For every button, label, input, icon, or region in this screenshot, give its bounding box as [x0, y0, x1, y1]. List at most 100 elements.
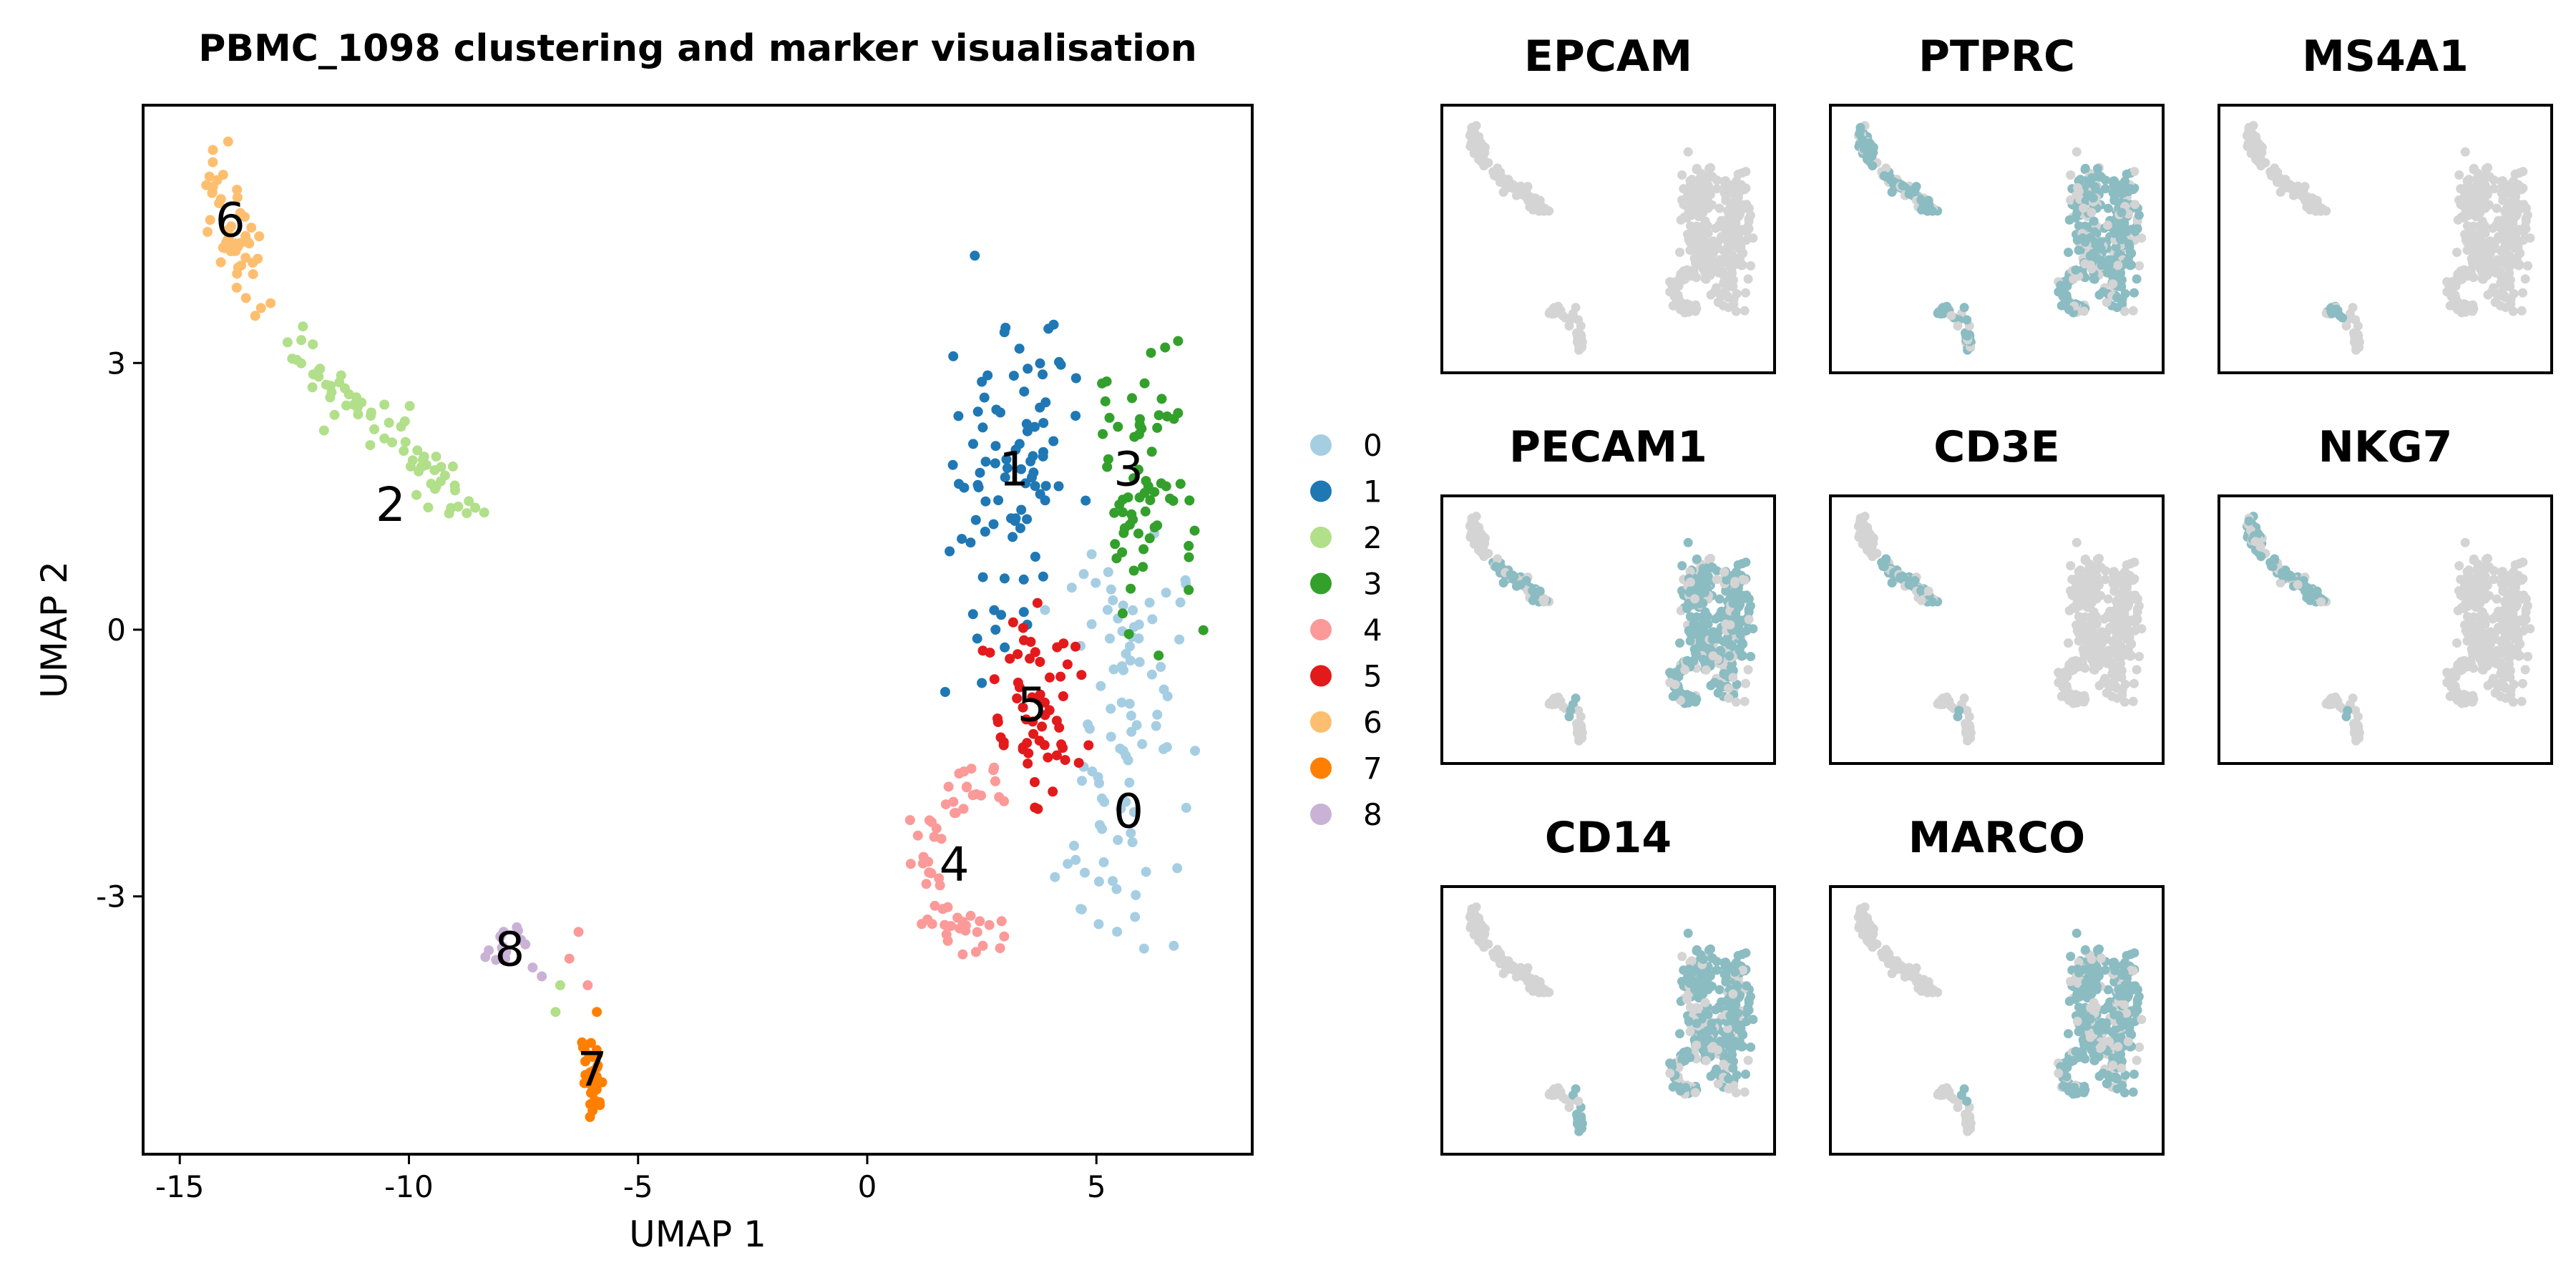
feature-point	[2110, 965, 2120, 975]
cluster-1-point	[1035, 358, 1045, 369]
feature-point	[1498, 578, 1508, 587]
feature-point	[1682, 655, 1692, 665]
feature-point	[2071, 1046, 2081, 1056]
cluster-4-point	[996, 916, 1007, 927]
cluster-5-point	[1051, 750, 1062, 761]
feature-point	[1733, 560, 1743, 570]
feature-point	[1707, 1018, 1717, 1028]
cluster-3-point	[1118, 608, 1128, 619]
feature-point	[2475, 173, 2485, 183]
cluster-2-point	[431, 452, 441, 462]
feature-point	[1698, 173, 1708, 183]
cluster-6-point	[231, 283, 242, 293]
feature-point	[1491, 171, 1501, 181]
feature-point	[1698, 208, 1708, 218]
feature-point	[1898, 572, 1908, 581]
feature-point	[1730, 967, 1740, 977]
cluster-4-point	[950, 808, 960, 819]
feature-point	[2244, 125, 2254, 135]
cluster-0-point	[1125, 641, 1135, 652]
feature-point	[1731, 1088, 1741, 1098]
feature-point	[2119, 1088, 2129, 1098]
feature-point	[1732, 680, 1742, 689]
feature-point	[1677, 170, 1687, 180]
cluster-3-point	[1110, 539, 1121, 550]
feature-point	[2469, 163, 2479, 173]
feature-point	[2059, 1081, 2068, 1091]
feature-point	[1735, 1037, 1745, 1047]
cluster-3-point	[1184, 540, 1194, 551]
feature-point	[1558, 311, 1568, 321]
feature-point	[1731, 697, 1741, 707]
feature-point	[2128, 1087, 2138, 1097]
feature-point	[2123, 1037, 2133, 1047]
cluster-2-point	[296, 335, 307, 346]
feature-plot-title: NKG7	[2318, 422, 2453, 472]
cluster-3-point	[1184, 495, 1195, 506]
feature-point	[2484, 237, 2494, 247]
feature-point	[2507, 577, 2517, 587]
cluster-1-point	[990, 441, 1001, 452]
feature-point	[2349, 720, 2359, 730]
feature-point	[1709, 678, 1719, 688]
feature-point	[2467, 697, 2477, 707]
feature-point	[1946, 701, 1956, 711]
feature-point	[1665, 1068, 1675, 1078]
feature-point	[2499, 575, 2509, 585]
feature-point	[1724, 1074, 1733, 1084]
cluster-3-point	[1160, 342, 1171, 353]
feature-point	[2074, 245, 2084, 255]
feature-point	[1962, 315, 1972, 325]
feature-point	[2079, 1088, 2089, 1098]
cluster-4-point	[942, 902, 953, 912]
cluster-1-point	[1022, 514, 1033, 525]
cluster-0-point	[1158, 684, 1169, 695]
feature-point	[2071, 213, 2081, 223]
cluster-5-point	[998, 737, 1009, 748]
feature-point	[1745, 601, 1755, 611]
feature-point	[1938, 1090, 1948, 1100]
feature-point	[1680, 665, 1690, 675]
cluster-0-point	[1116, 804, 1126, 814]
feature-point	[2108, 279, 2118, 289]
cluster-0-point	[1158, 743, 1169, 754]
cluster-label-2: 2	[376, 477, 406, 532]
feature-point	[2501, 693, 2511, 703]
feature-point	[1675, 248, 1684, 258]
cluster-3-point	[1156, 394, 1167, 404]
legend-label-2: 2	[1363, 520, 1382, 555]
cluster-1-point	[1055, 359, 1066, 370]
feature-point	[2112, 303, 2122, 313]
cluster-1-point	[1048, 436, 1059, 447]
cluster-1-point	[1043, 323, 1054, 334]
feature-point	[2111, 633, 2121, 643]
feature-point	[2108, 670, 2118, 680]
cluster-5-point	[1032, 597, 1043, 608]
feature-point	[1721, 977, 1731, 987]
feature-point	[2459, 265, 2469, 275]
cluster-1-point	[1070, 411, 1081, 421]
feature-point	[2502, 651, 2512, 661]
feature-point	[1916, 595, 1926, 605]
cluster-1-point	[1010, 516, 1020, 526]
feature-point	[2095, 628, 2105, 638]
feature-point	[1868, 161, 1878, 171]
feature-point	[2454, 170, 2464, 180]
feature-point	[1865, 138, 1875, 148]
cluster-5-point	[1033, 804, 1043, 814]
feature-point	[1692, 587, 1702, 597]
cluster-4-point	[965, 910, 976, 921]
cluster-6-point	[204, 171, 215, 182]
cluster-4-point	[988, 765, 999, 776]
feature-point	[2477, 607, 2487, 617]
cluster-0-point	[1131, 889, 1141, 900]
feature-point	[1670, 691, 1679, 701]
cluster-4-point	[934, 873, 945, 884]
cluster-1-point	[1001, 454, 1012, 464]
cluster-3-point	[1098, 429, 1108, 439]
cluster-5-point	[1023, 758, 1033, 769]
cluster-label-4: 4	[940, 837, 970, 892]
cluster-1-point	[977, 422, 988, 433]
cluster-0-point	[1128, 605, 1138, 615]
feature-point	[2462, 245, 2472, 255]
